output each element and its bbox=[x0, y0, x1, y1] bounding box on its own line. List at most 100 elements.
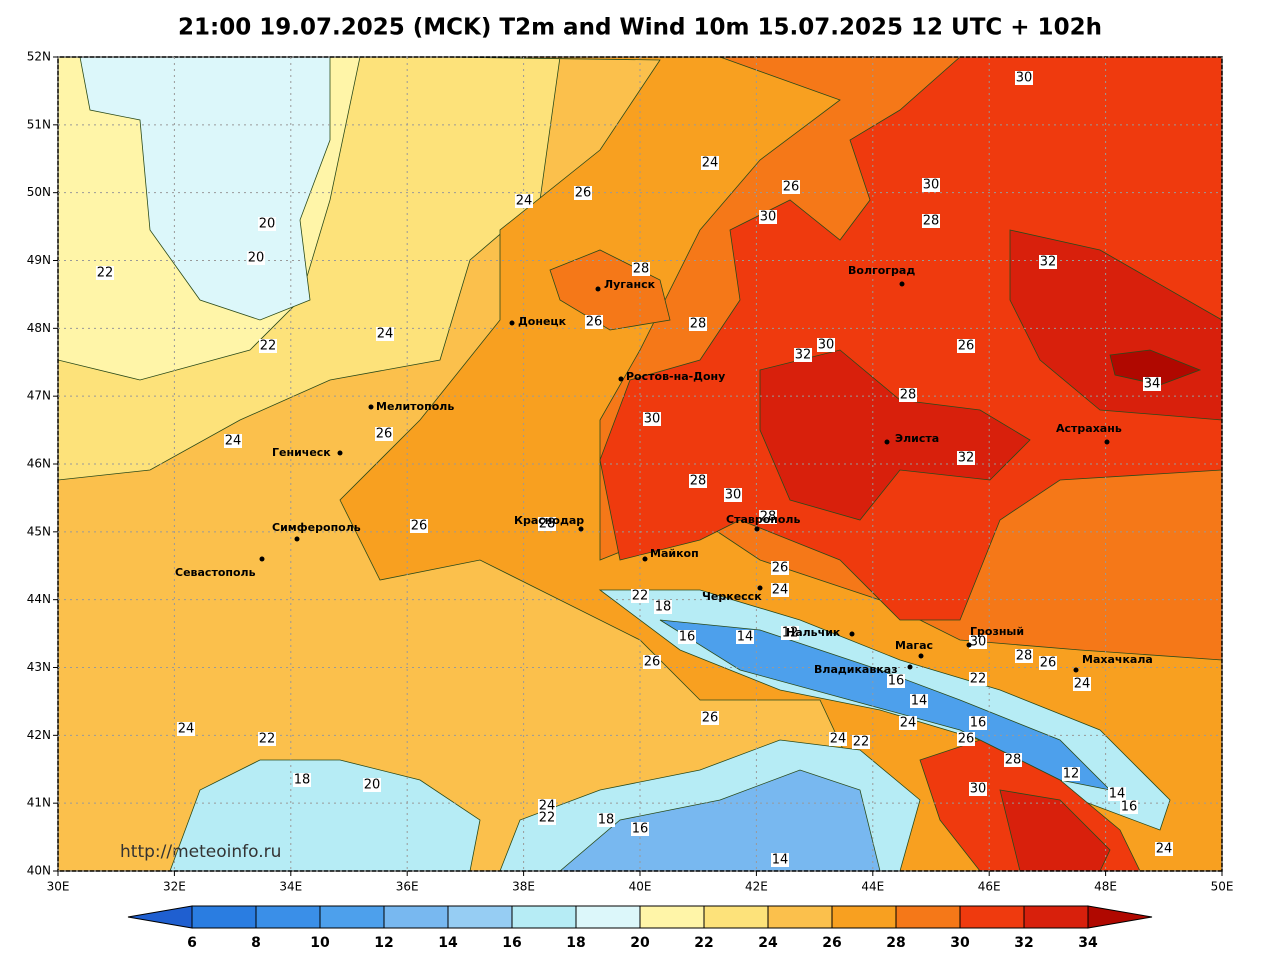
contour-label: 26 bbox=[1040, 656, 1057, 671]
city-dot bbox=[259, 556, 265, 562]
contour-label: 18 bbox=[655, 600, 672, 615]
temperature-zone bbox=[79, 57, 331, 321]
city-dot bbox=[754, 526, 760, 532]
city-dot bbox=[595, 286, 601, 292]
contour-label-bg bbox=[515, 194, 533, 208]
colorbar-box bbox=[895, 905, 961, 929]
contour-label-bg bbox=[259, 339, 277, 353]
contour-label-bg bbox=[224, 434, 242, 448]
contour-label-bg bbox=[1143, 377, 1161, 391]
city-label: Майкоп bbox=[650, 547, 699, 560]
city-dot bbox=[918, 653, 924, 659]
contour-label: 14 bbox=[911, 694, 928, 709]
contour-label-bg bbox=[410, 519, 428, 533]
city-label: Луганск bbox=[604, 278, 656, 291]
contour-label-bg bbox=[771, 561, 789, 575]
contour-label-bg bbox=[771, 583, 789, 597]
colorbar-box bbox=[383, 905, 449, 929]
city-label: Владикавказ bbox=[814, 663, 898, 676]
contour-label-bg bbox=[899, 716, 917, 730]
contour-label: 24 bbox=[830, 732, 847, 747]
contour-label-bg bbox=[689, 317, 707, 331]
contour-label-bg bbox=[1062, 767, 1080, 781]
colorbar-box bbox=[575, 905, 641, 929]
cities: Луганск Донецк Ростов-на-Дону Мелитополь… bbox=[175, 264, 1153, 676]
contour-label-bg bbox=[759, 210, 777, 224]
contour-label: 28 bbox=[539, 517, 556, 532]
contour-label-bg bbox=[782, 180, 800, 194]
contour-label-bg bbox=[781, 626, 799, 640]
x-tick-label: 30E bbox=[47, 880, 70, 894]
temperature-zone bbox=[559, 769, 881, 871]
contour-label: 16 bbox=[888, 674, 905, 689]
contour-label: 22 bbox=[632, 589, 649, 604]
city-dot bbox=[1073, 667, 1079, 673]
contour-label: 12 bbox=[782, 626, 799, 641]
contour-label: 22 bbox=[539, 811, 556, 826]
contour-label: 16 bbox=[632, 822, 649, 837]
contour-label-bg bbox=[887, 674, 905, 688]
contour-label-bg bbox=[899, 388, 917, 402]
contour-label-bg bbox=[1120, 800, 1138, 814]
contour-label: 28 bbox=[900, 388, 917, 403]
y-tick-label: 52N bbox=[27, 50, 51, 64]
x-tick-label: 40E bbox=[629, 880, 652, 894]
x-tick-label: 42E bbox=[745, 880, 768, 894]
contour-label: 14 bbox=[737, 630, 754, 645]
contour-label-bg bbox=[794, 348, 812, 362]
colorbar-box bbox=[447, 905, 513, 929]
colorbar-box bbox=[511, 905, 577, 929]
contour-label: 24 bbox=[900, 716, 917, 731]
contour-label: 30 bbox=[644, 412, 661, 427]
contour-label-bg bbox=[689, 474, 707, 488]
contour-label: 26 bbox=[586, 315, 603, 330]
city-label: Нальчик bbox=[786, 626, 841, 639]
colorbar-tick-label: 10 bbox=[310, 935, 330, 951]
colorbar-tick-label: 28 bbox=[886, 935, 905, 951]
x-tick-label: 48E bbox=[1094, 880, 1117, 894]
contour-label: 30 bbox=[818, 338, 835, 353]
y-tick-label: 48N bbox=[27, 321, 51, 335]
contour-label: 26 bbox=[644, 655, 661, 670]
contour-label-bg bbox=[585, 315, 603, 329]
contour-label-bg bbox=[376, 327, 394, 341]
y-tick-label: 45N bbox=[27, 524, 51, 538]
colorbar-tick-label: 22 bbox=[694, 935, 713, 951]
contour-label-bg bbox=[701, 711, 719, 725]
city-dot bbox=[1104, 439, 1110, 445]
y-tick-label: 44N bbox=[27, 592, 51, 606]
colorbar-box bbox=[319, 905, 385, 929]
city-dot bbox=[618, 376, 624, 382]
y-tick-label: 51N bbox=[27, 117, 51, 131]
contour-label: 30 bbox=[923, 178, 940, 193]
colorbar-tick-label: 14 bbox=[438, 935, 458, 951]
contour-label: 22 bbox=[970, 672, 987, 687]
contour-label-bg bbox=[1015, 71, 1033, 85]
contour-label-bg bbox=[1108, 787, 1126, 801]
city-dot bbox=[509, 320, 515, 326]
contour-label-bg bbox=[654, 600, 672, 614]
city-label: Махачкала bbox=[1082, 653, 1153, 666]
contour-label-bg bbox=[969, 635, 987, 649]
contour-label-bg bbox=[969, 716, 987, 730]
city-label: Ставрополь bbox=[726, 513, 800, 526]
contour-label-bg bbox=[817, 338, 835, 352]
x-tick-label: 44E bbox=[861, 880, 884, 894]
city-label: Симферополь bbox=[272, 521, 361, 534]
contour-label-bg bbox=[177, 722, 195, 736]
city-dot bbox=[966, 642, 972, 648]
contour-label-bg bbox=[922, 178, 940, 192]
contour-label: 14 bbox=[1109, 787, 1126, 802]
contour-label-bg bbox=[643, 655, 661, 669]
colorbar-arrow bbox=[127, 905, 193, 929]
contour-label: 16 bbox=[679, 630, 696, 645]
city-dot bbox=[899, 281, 905, 287]
contour-label: 28 bbox=[760, 510, 777, 525]
contour-label-bg bbox=[258, 217, 276, 231]
colorbar-box bbox=[191, 905, 257, 929]
contour-label-bg bbox=[293, 773, 311, 787]
contour-label: 32 bbox=[1040, 255, 1057, 270]
contour-label: 26 bbox=[772, 561, 789, 576]
contour-label-bg bbox=[538, 811, 556, 825]
title: 21:00 19.07.2025 (MCK) T2m and Wind 10m … bbox=[178, 15, 1102, 41]
